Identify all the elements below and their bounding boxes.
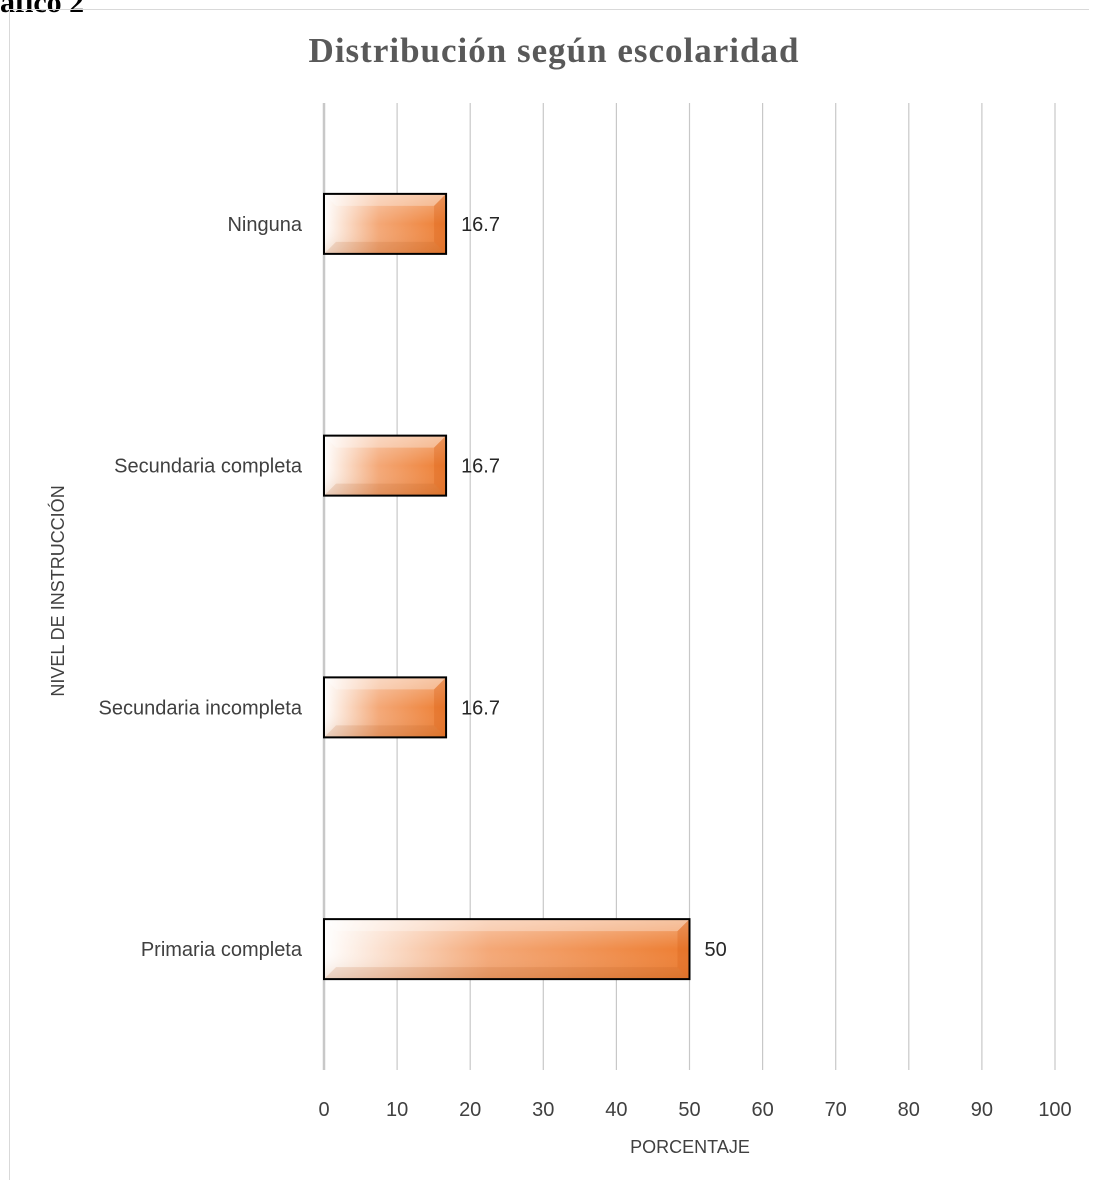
- x-tick-label: 60: [751, 1099, 773, 1121]
- bars: [323, 192, 691, 981]
- x-tick-label: 80: [898, 1099, 920, 1121]
- x-tick-labels: 0 10 20 30 40 50 60 70 80 90 100: [318, 1099, 1071, 1121]
- category-label: Primaria completa: [141, 939, 303, 961]
- bar: [323, 434, 448, 497]
- data-label: 16.7: [461, 456, 500, 478]
- category-label: Ninguna: [227, 214, 302, 236]
- gridlines: [322, 103, 1056, 1070]
- data-labels: 16.7 16.7 16.7 50: [461, 214, 727, 961]
- category-labels: Ninguna Secundaria completa Secundaria inc…: [99, 214, 303, 961]
- bar: [323, 192, 448, 255]
- chart-frame: [9, 9, 1089, 1180]
- x-tick-label: 100: [1038, 1099, 1071, 1121]
- x-axis-title: PORCENTAJE: [630, 1137, 750, 1157]
- data-label: 16.7: [461, 214, 500, 236]
- data-label: 16.7: [461, 697, 500, 719]
- y-axis-title: NIVEL DE INSTRUCCIÓN: [47, 485, 68, 696]
- bar: [323, 918, 691, 981]
- x-tick-label: 70: [825, 1099, 847, 1121]
- x-tick-label: 30: [532, 1099, 554, 1121]
- x-tick-label: 20: [459, 1099, 481, 1121]
- chart-title: Distribución según escolaridad: [309, 31, 800, 70]
- x-tick-label: 40: [605, 1099, 627, 1121]
- x-tick-label: 50: [678, 1099, 700, 1121]
- x-tick-label: 0: [318, 1099, 329, 1121]
- category-label: Secundaria incompleta: [99, 697, 303, 719]
- category-label: Secundaria completa: [114, 456, 303, 478]
- bar: [323, 676, 448, 739]
- x-tick-label: 10: [386, 1099, 408, 1121]
- data-label: 50: [705, 939, 727, 961]
- x-tick-label: 90: [971, 1099, 993, 1121]
